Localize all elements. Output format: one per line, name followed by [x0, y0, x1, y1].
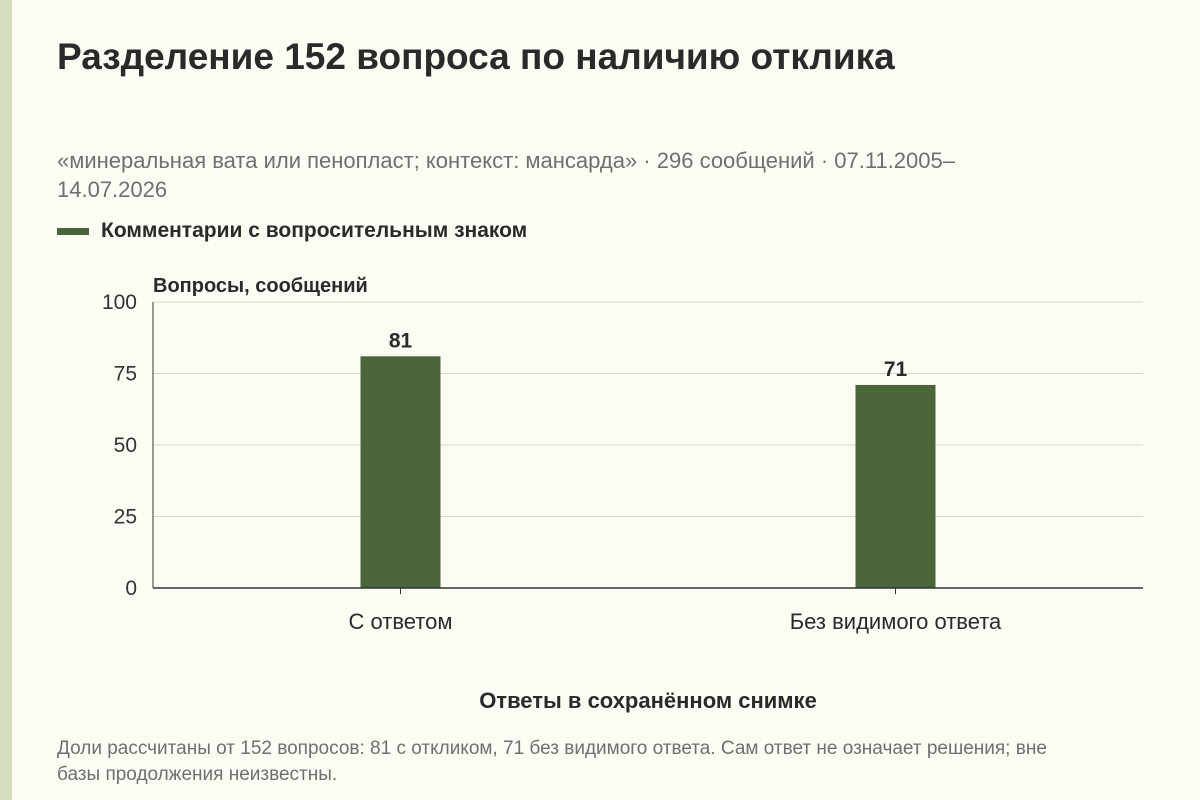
legend-label: Комментарии с вопросительным знаком	[101, 219, 528, 242]
x-tick-label: С ответом	[349, 609, 453, 634]
legend: Комментарии с вопросительным знаком	[57, 219, 527, 243]
y-tick-label: 0	[125, 577, 137, 600]
y-tick-label: 75	[114, 363, 137, 386]
bar-value-label: 71	[884, 358, 908, 381]
chart-subtitle: «минеральная вата или пенопласт; контекс…	[57, 148, 955, 202]
bar	[360, 356, 441, 588]
x-tick-label: Без видимого ответа	[790, 609, 1002, 634]
label-layer: 0 25 50 75 100 81 С ответом 71 Без видимого отве…	[102, 291, 1002, 634]
bar-value-label: 81	[389, 329, 413, 352]
y-tick-label: 100	[102, 291, 137, 314]
y-tick-label: 50	[114, 434, 137, 457]
y-tick-label: 25	[114, 506, 137, 529]
x-axis-label: Ответы в сохранённом снимке	[479, 688, 817, 713]
chart-title: Разделение 152 вопроса по наличию отклик…	[57, 36, 895, 77]
legend-swatch	[57, 227, 89, 235]
bar-layer	[360, 356, 936, 588]
y-axis-label: Вопросы, сообщений	[153, 275, 368, 297]
bar	[855, 384, 936, 588]
footnote: Доли рассчитаны от 152 вопросов: 81 с от…	[57, 738, 1047, 785]
side-stripe	[0, 0, 12, 800]
grid-layer	[153, 301, 1143, 594]
